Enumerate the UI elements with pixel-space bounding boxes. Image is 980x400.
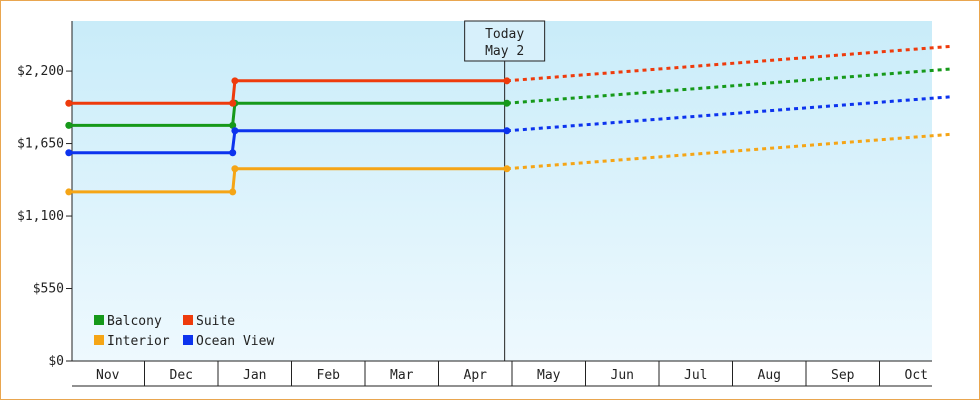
series-point [503, 165, 511, 173]
series-point [503, 99, 511, 107]
today-label-box [464, 20, 546, 62]
x-axis: Nov Dec Jan Feb Mar Apr May Jun Jul Aug Sep Oct [72, 360, 932, 387]
y-tick-label: $1,650 [17, 137, 64, 152]
y-tick-label: $1,100 [17, 209, 64, 224]
series-point [229, 188, 237, 196]
x-tick-label: Nov [96, 368, 120, 383]
x-tick-label: Jan [243, 368, 266, 383]
series-point [229, 99, 237, 107]
series-point [231, 77, 239, 85]
legend-label-balcony: Balcony [107, 314, 162, 329]
today-label-date: May 2 [485, 44, 524, 59]
x-tick-label: Aug [758, 368, 781, 383]
series-point [65, 188, 73, 196]
series-line-actual [68, 129, 507, 155]
series-point [65, 121, 73, 129]
today-label-title: Today [485, 27, 524, 42]
series-line-projected [506, 132, 951, 171]
x-tick-label: Mar [390, 368, 414, 383]
y-tick-label: $0 [48, 354, 64, 369]
x-tick-label: Feb [317, 368, 341, 383]
series-point [231, 127, 239, 135]
series-line-actual [68, 167, 507, 194]
y-axis: $0 $550 $1,100 $1,650 $2,200 [17, 21, 73, 369]
series-line-projected [506, 95, 951, 133]
series-layer [65, 44, 951, 196]
series-point [503, 127, 511, 135]
legend-swatch-ocean-view [183, 335, 193, 345]
series-line-actual [68, 79, 507, 105]
series-point [229, 149, 237, 157]
x-tick-label: Sep [831, 368, 855, 383]
x-tick-label: Jun [611, 368, 634, 383]
y-tick-label: $550 [33, 282, 64, 297]
legend-swatch-balcony [94, 315, 104, 325]
x-tick-label: Apr [464, 368, 488, 383]
legend-label-suite: Suite [196, 314, 235, 329]
series-line-projected [506, 67, 951, 105]
series-point [65, 149, 73, 157]
series-point [229, 121, 237, 129]
x-tick-label: Jul [684, 368, 707, 383]
x-tick-label: Dec [170, 368, 193, 383]
x-tick-label: May [537, 368, 561, 383]
x-tick-label: Oct [905, 368, 928, 383]
series-suite [65, 44, 951, 107]
series-point [65, 99, 73, 107]
legend-swatch-suite [183, 315, 193, 325]
legend-label-ocean-view: Ocean View [196, 334, 274, 349]
series-balcony [65, 67, 951, 129]
series-ocean-view [65, 95, 951, 157]
legend-swatch-interior [94, 335, 104, 345]
y-tick-label: $2,200 [17, 64, 64, 79]
series-line-projected [506, 44, 951, 83]
series-point [503, 77, 511, 85]
series-interior [65, 132, 951, 196]
legend-label-interior: Interior [107, 334, 170, 349]
legend: Balcony Suite Interior Ocean View [94, 314, 274, 349]
series-point [231, 165, 239, 173]
today-marker: Today May 2 [464, 20, 546, 361]
